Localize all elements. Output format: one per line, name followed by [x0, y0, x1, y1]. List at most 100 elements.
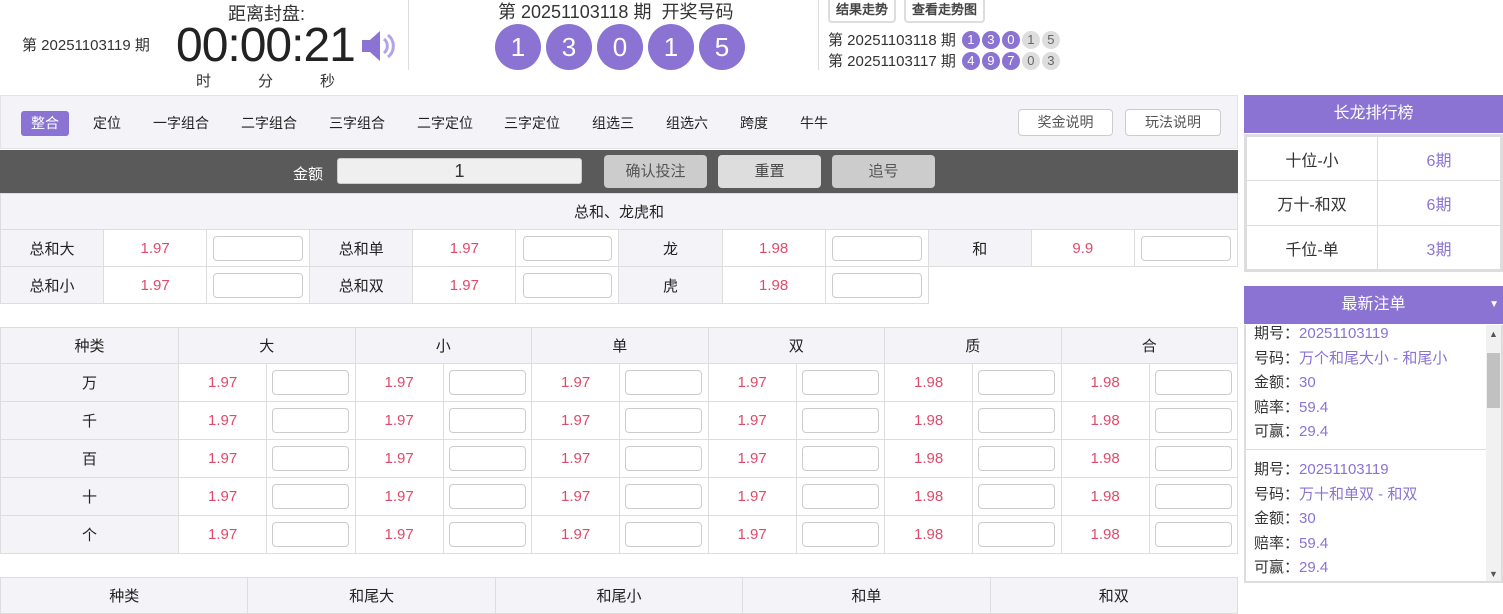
- bet-input[interactable]: [801, 370, 879, 395]
- tab-0[interactable]: 整合: [21, 111, 69, 136]
- bet-input[interactable]: [1154, 370, 1232, 395]
- row-label: 个: [0, 515, 179, 554]
- odds: 1.97: [177, 477, 268, 516]
- bet-input[interactable]: [625, 522, 703, 547]
- bet-input-cell: [1148, 477, 1239, 516]
- tab-3[interactable]: 二字组合: [241, 115, 297, 131]
- bet-input[interactable]: [1154, 446, 1232, 471]
- bet-input[interactable]: [272, 484, 350, 509]
- bet-input-cell: [972, 477, 1062, 516]
- row-label: 十: [0, 477, 179, 516]
- ranking-item: 万十-和双: [1245, 180, 1378, 226]
- bet-input-cell: [972, 363, 1062, 402]
- order-field-label: 可赢：: [1254, 423, 1300, 441]
- history-ball: 1: [961, 30, 980, 49]
- odds: 1.97: [707, 363, 797, 402]
- bet-input[interactable]: [448, 370, 526, 395]
- history-ball: 0: [1021, 51, 1040, 70]
- tab-7[interactable]: 组选三: [592, 115, 634, 131]
- bet-input[interactable]: [801, 484, 879, 509]
- order-field-label: 金额：: [1254, 510, 1300, 528]
- bet-input[interactable]: [448, 484, 526, 509]
- tab-2[interactable]: 一字组合: [153, 115, 209, 131]
- bet-input[interactable]: [801, 522, 879, 547]
- bet-input[interactable]: [1154, 522, 1232, 547]
- rules-button[interactable]: 玩法说明: [1125, 109, 1221, 136]
- confirm-bet-button[interactable]: 确认投注: [604, 155, 707, 188]
- row-label: 万: [0, 363, 179, 402]
- tab-9[interactable]: 跨度: [740, 115, 768, 131]
- bet-input[interactable]: [448, 522, 526, 547]
- divider: [408, 0, 409, 70]
- section-title: 总和、龙虎和: [0, 193, 1238, 230]
- minute-label: 分: [258, 73, 274, 90]
- empty-cell: [928, 267, 1237, 304]
- bet-input[interactable]: [978, 408, 1056, 433]
- draw-ball: 1: [648, 24, 694, 70]
- bet-input[interactable]: [625, 370, 703, 395]
- scroll-thumb[interactable]: [1487, 353, 1500, 408]
- reset-button[interactable]: 重置: [718, 155, 821, 188]
- ranking-count: 6期: [1377, 180, 1502, 226]
- latest-orders-title[interactable]: 最新注单 ▼: [1244, 286, 1503, 324]
- dropdown-icon[interactable]: ▼: [1489, 299, 1499, 310]
- bet-input[interactable]: [978, 370, 1056, 395]
- bet-input[interactable]: [625, 446, 703, 471]
- bet-input[interactable]: [978, 484, 1056, 509]
- bet-input[interactable]: [978, 446, 1056, 471]
- bet-input[interactable]: [448, 446, 526, 471]
- tab-5[interactable]: 二字定位: [417, 115, 473, 131]
- bet-input[interactable]: [801, 446, 879, 471]
- bet-input[interactable]: [272, 446, 350, 471]
- bet-input[interactable]: [448, 408, 526, 433]
- prize-info-button[interactable]: 奖金说明: [1018, 109, 1113, 136]
- bet-input[interactable]: [801, 408, 879, 433]
- bet-label: 虎: [618, 266, 723, 304]
- order-field: 期号：20251103119: [1254, 325, 1480, 347]
- bet-input[interactable]: [522, 235, 613, 261]
- bet-input[interactable]: [831, 272, 922, 298]
- bet-input-cell: [1148, 363, 1239, 402]
- odds: 1.97: [530, 401, 621, 440]
- bet-input-cell: [795, 477, 886, 516]
- column-header: 和尾大: [247, 577, 496, 614]
- amount-input[interactable]: 1: [337, 158, 582, 184]
- odds: 1.98: [1060, 515, 1150, 554]
- scroll-up-icon[interactable]: ▲: [1489, 329, 1498, 339]
- scrollbar[interactable]: ▲ ▼: [1486, 325, 1501, 581]
- odds: 1.97: [103, 229, 208, 267]
- header-row: 种类大小单双质合: [0, 327, 1238, 364]
- tab-4[interactable]: 三字组合: [329, 115, 385, 131]
- bet-input[interactable]: [625, 484, 703, 509]
- bet-input[interactable]: [272, 522, 350, 547]
- draw-ball: 5: [699, 24, 745, 70]
- chase-button[interactable]: 追号: [832, 155, 935, 188]
- bet-input[interactable]: [272, 370, 350, 395]
- tab-1[interactable]: 定位: [93, 115, 121, 131]
- bet-input[interactable]: [522, 272, 613, 298]
- bet-input[interactable]: [1140, 235, 1231, 261]
- bet-input[interactable]: [1154, 484, 1232, 509]
- tab-10[interactable]: 牛牛: [800, 115, 828, 131]
- ranking-item: 千位-单: [1245, 225, 1378, 271]
- bet-input[interactable]: [272, 408, 350, 433]
- bet-input[interactable]: [831, 235, 922, 261]
- bet-input[interactable]: [978, 522, 1056, 547]
- result-trend-button[interactable]: 结果走势: [828, 0, 897, 23]
- order-field-label: 赔率：: [1254, 398, 1300, 416]
- bet-input[interactable]: [1154, 408, 1232, 433]
- bet-input[interactable]: [625, 408, 703, 433]
- scroll-down-icon[interactable]: ▼: [1489, 569, 1498, 579]
- speaker-icon[interactable]: [360, 28, 396, 64]
- bet-input-cell: [795, 439, 886, 478]
- view-chart-button[interactable]: 查看走势图: [904, 0, 986, 23]
- bet-input-cell: [266, 363, 356, 402]
- bet-input[interactable]: [213, 235, 304, 261]
- bet-input[interactable]: [213, 272, 304, 298]
- bet-input-cell: [442, 439, 533, 478]
- ranking-count: 6期: [1377, 135, 1502, 181]
- tab-6[interactable]: 三字定位: [504, 115, 560, 131]
- tab-8[interactable]: 组选六: [666, 115, 708, 131]
- bet-label: 和: [927, 229, 1032, 267]
- bet-input-cell: [619, 363, 709, 402]
